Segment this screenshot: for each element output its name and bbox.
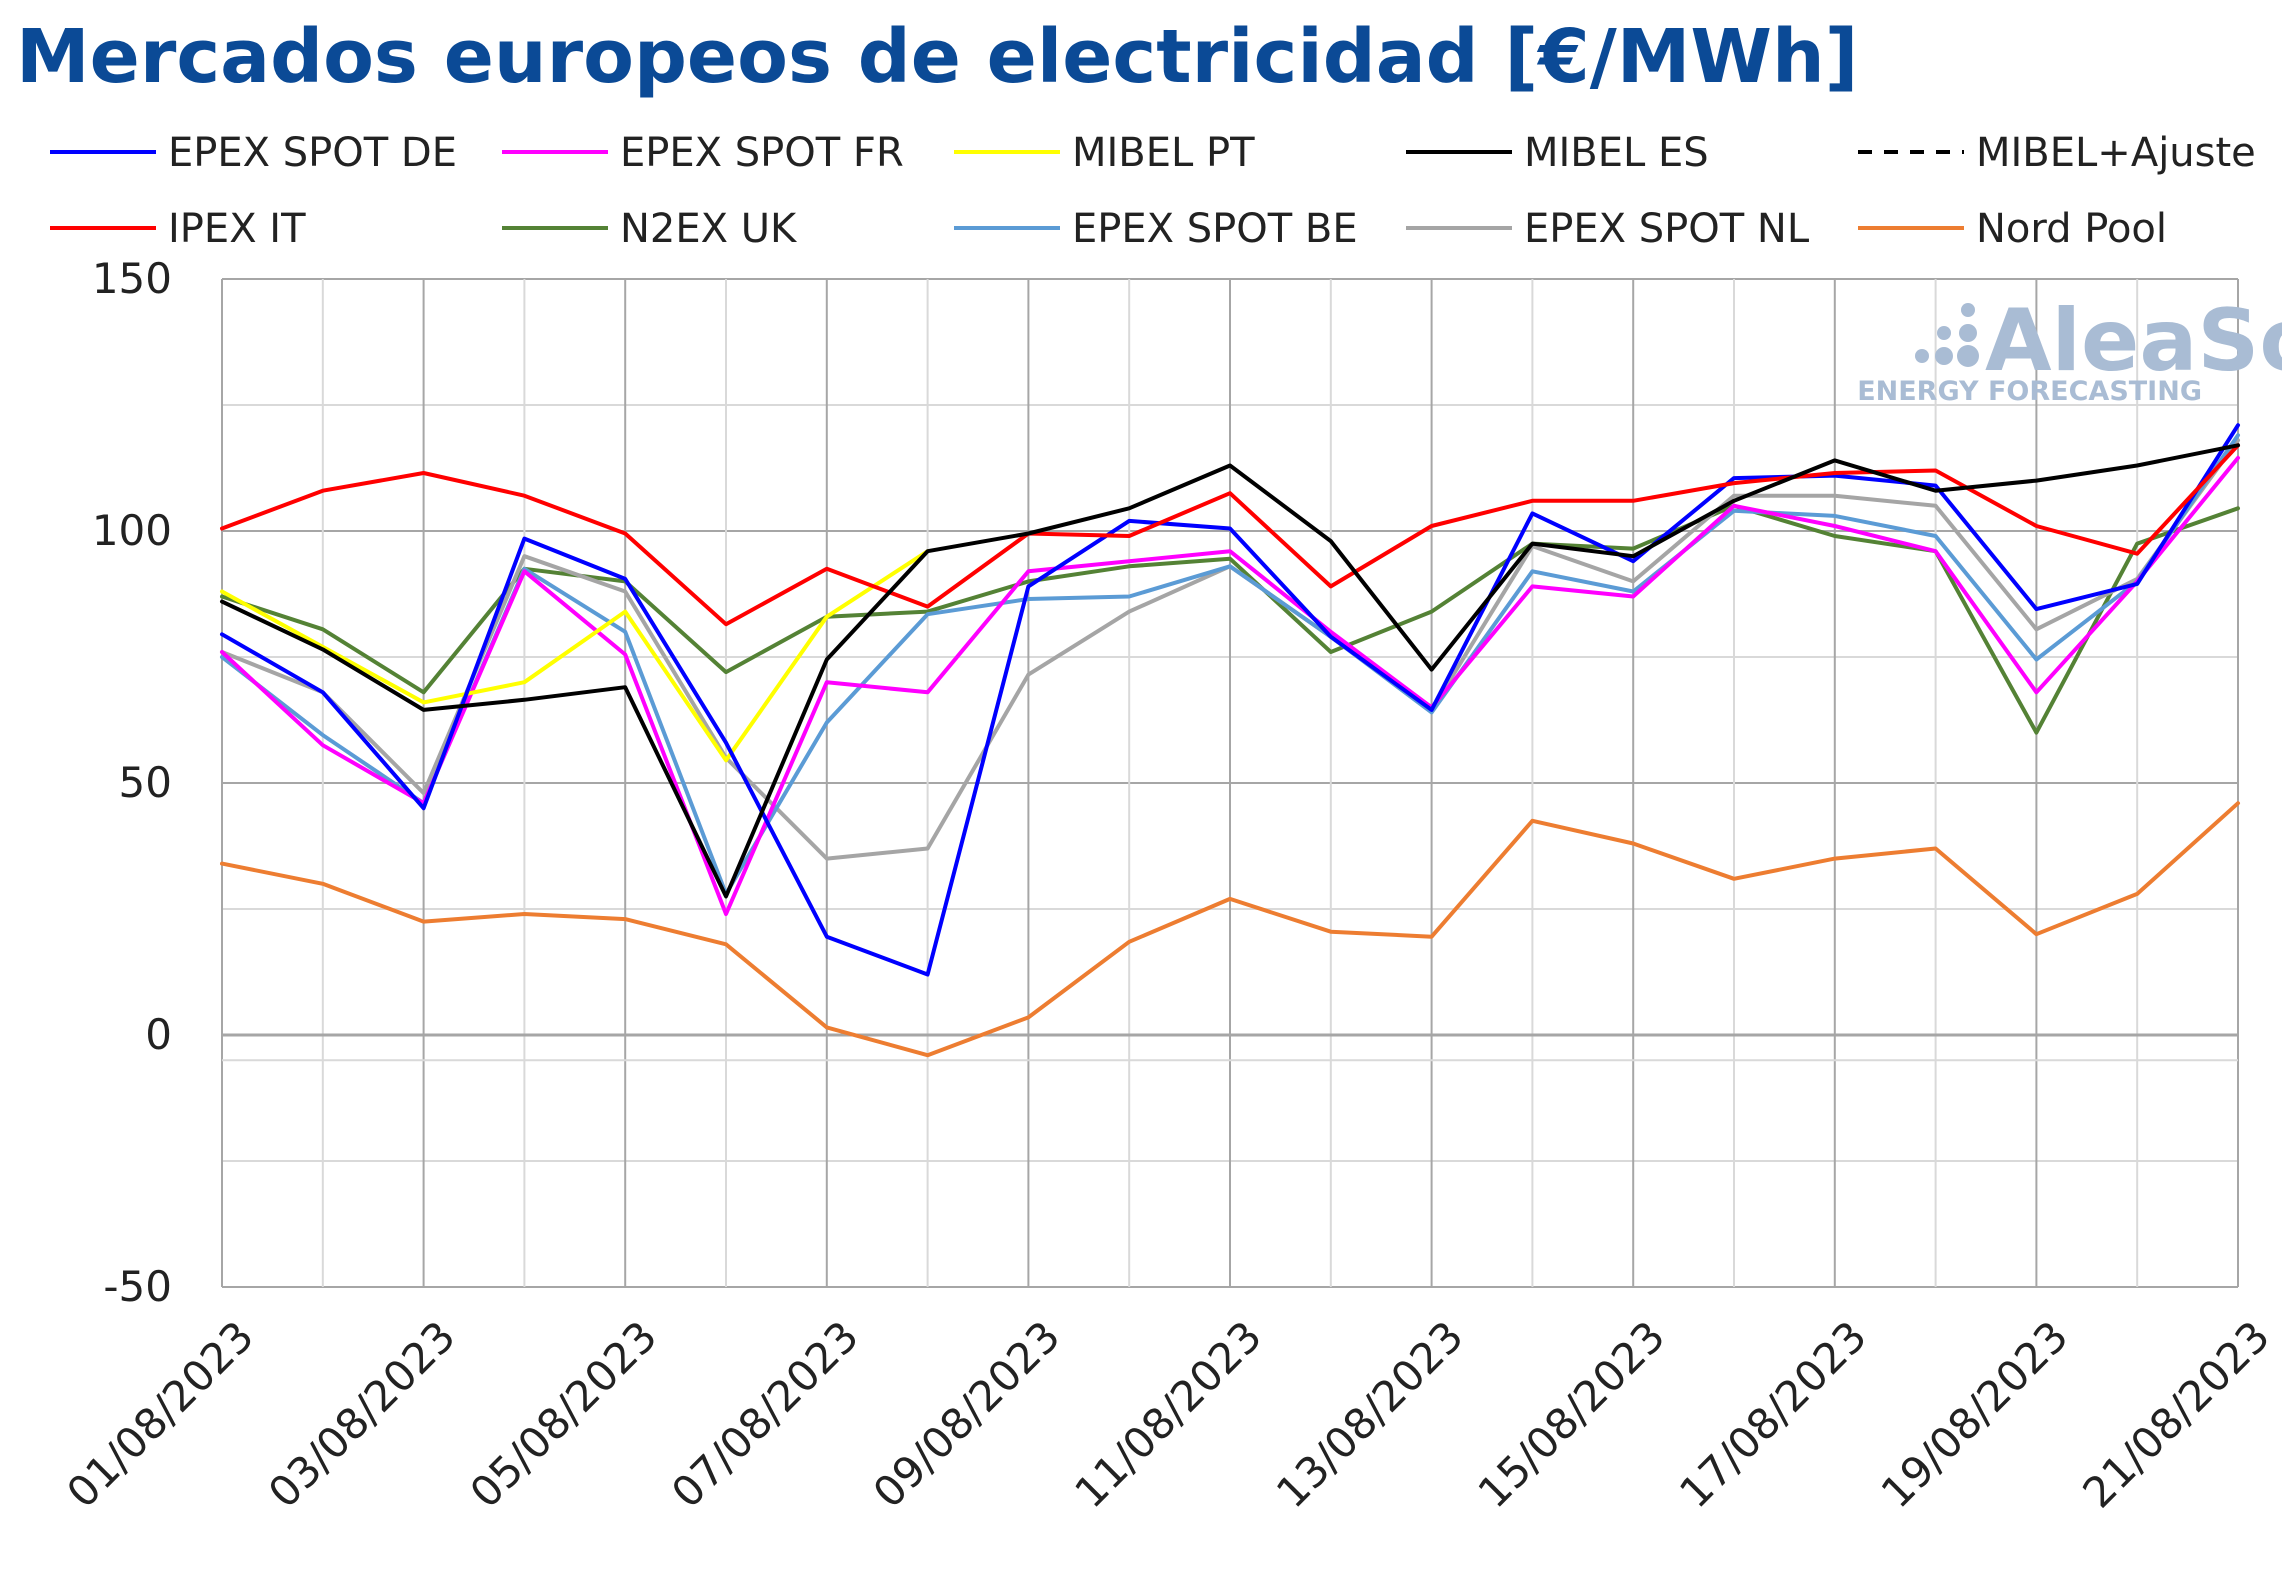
x-tick-label: 15/08/2023 — [1469, 1311, 1675, 1517]
watermark-dot-icon — [1915, 349, 1929, 363]
aleasoft-watermark: AleaSoftENERGY FORECASTING — [1857, 291, 2282, 407]
watermark-dot-icon — [1959, 324, 1977, 342]
x-tick-label: 09/08/2023 — [864, 1311, 1070, 1517]
series-line-mibel-es — [220, 443, 2240, 899]
watermark-dot-icon — [1935, 347, 1953, 365]
x-tick-label: 19/08/2023 — [1872, 1311, 2078, 1517]
legend-label: EPEX SPOT BE — [1072, 206, 1358, 252]
x-tick-label: 07/08/2023 — [662, 1311, 868, 1517]
legend-label: MIBEL PT — [1072, 130, 1255, 176]
x-tick-label: 03/08/2023 — [259, 1311, 465, 1517]
watermark-dot-icon — [1937, 326, 1951, 340]
series-line-epex-spot-be — [220, 433, 2240, 896]
series-line-nord-pool — [220, 801, 2240, 1058]
watermark-dot-icon — [1961, 303, 1975, 317]
grid-lines — [221, 278, 2239, 1288]
axes: -50 0 50 100 150 01/08/202303/08/202305/08/20… — [57, 254, 2279, 1517]
legend-label: MIBEL ES — [1524, 130, 1709, 176]
y-tick-label: 50 — [119, 758, 172, 807]
series-line-n2ex-uk — [220, 503, 2240, 735]
x-tick-label: 01/08/2023 — [57, 1311, 263, 1517]
legend-label: EPEX SPOT NL — [1524, 206, 1810, 252]
chart-title: Mercados europeos de electricidad [€/MWh… — [16, 14, 1859, 100]
watermark-brand: AleaSoft — [1985, 291, 2282, 391]
legend-label: IPEX IT — [168, 206, 306, 252]
x-tick-label: 21/08/2023 — [2073, 1311, 2279, 1517]
x-tick-label: 13/08/2023 — [1267, 1311, 1473, 1517]
legend-label: Nord Pool — [1976, 206, 2167, 252]
y-tick-label: 150 — [92, 254, 172, 303]
y-tick-label: 0 — [145, 1010, 172, 1059]
legend-label: EPEX SPOT DE — [168, 130, 457, 176]
y-tick-label: 100 — [92, 506, 172, 555]
legend-label: EPEX SPOT FR — [620, 130, 904, 176]
data-series — [220, 423, 2240, 1058]
watermark-dot-icon — [1957, 345, 1979, 367]
legend: EPEX SPOT DE EPEX SPOT FR MIBEL PT MIBEL ES… — [50, 130, 2256, 252]
series-line-epex-spot-fr — [220, 455, 2240, 916]
x-tick-label: 05/08/2023 — [461, 1311, 667, 1517]
x-tick-label: 11/08/2023 — [1065, 1311, 1271, 1517]
legend-label: MIBEL+Ajuste — [1976, 130, 2256, 176]
x-tick-label: 17/08/2023 — [1670, 1311, 1876, 1517]
y-tick-label: -50 — [103, 1262, 172, 1311]
legend-label: N2EX UK — [620, 206, 798, 252]
series-line-ipex-it — [220, 443, 2240, 627]
watermark-tagline: ENERGY FORECASTING — [1857, 376, 2202, 407]
